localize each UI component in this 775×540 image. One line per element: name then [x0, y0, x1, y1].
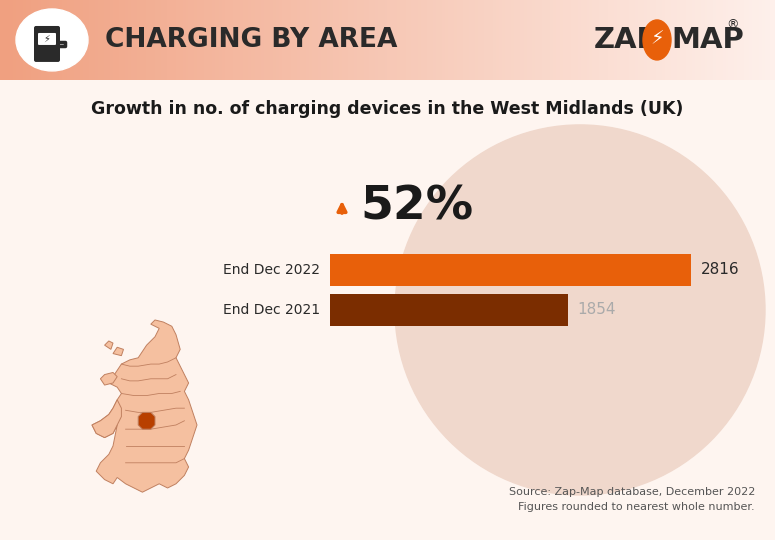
Ellipse shape: [16, 9, 88, 71]
Text: ZAP: ZAP: [594, 26, 659, 54]
Text: ®: ®: [726, 18, 739, 31]
Text: End Dec 2021: End Dec 2021: [223, 303, 320, 317]
Polygon shape: [92, 400, 122, 437]
FancyBboxPatch shape: [38, 33, 56, 45]
Ellipse shape: [643, 20, 671, 60]
Text: MAP: MAP: [671, 26, 744, 54]
Polygon shape: [113, 347, 123, 356]
Text: Growth in no. of charging devices in the West Midlands (UK): Growth in no. of charging devices in the…: [91, 100, 684, 118]
Text: End Dec 2022: End Dec 2022: [223, 263, 320, 277]
Text: ⚡: ⚡: [650, 30, 664, 49]
Polygon shape: [92, 320, 197, 492]
Text: 52%: 52%: [360, 185, 473, 230]
Text: CHARGING BY AREA: CHARGING BY AREA: [105, 27, 398, 53]
Circle shape: [395, 125, 765, 495]
Polygon shape: [105, 341, 113, 349]
Bar: [330, 294, 567, 326]
FancyBboxPatch shape: [34, 26, 60, 62]
Polygon shape: [138, 413, 155, 429]
Text: 1854: 1854: [577, 302, 616, 318]
Text: 2816: 2816: [701, 262, 739, 278]
Bar: [330, 254, 691, 286]
Polygon shape: [101, 373, 117, 385]
Text: ⚡: ⚡: [43, 34, 50, 44]
Text: Source: Zap-Map database, December 2022
Figures rounded to nearest whole number.: Source: Zap-Map database, December 2022 …: [508, 487, 755, 512]
